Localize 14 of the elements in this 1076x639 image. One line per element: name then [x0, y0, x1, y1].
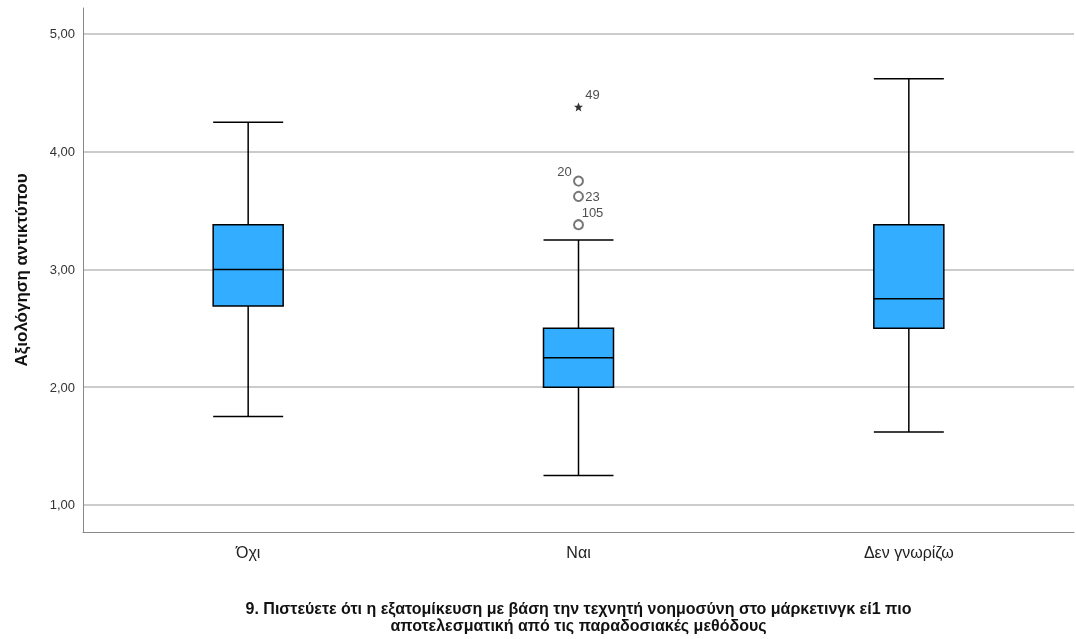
y-tick-label: 1,00	[49, 497, 75, 513]
x-tick-label: Όχι	[234, 543, 261, 561]
annotation: 105	[581, 205, 604, 221]
y-tick-label: 3,00	[49, 261, 75, 277]
x-tick-label: Ναι	[566, 543, 592, 561]
y-axis-title: Αξιολόγηση αντικτύπου	[12, 173, 31, 367]
x-tick-label: Δεν γνωρίζω	[863, 543, 954, 562]
annotation: 49	[585, 87, 600, 103]
y-tick-label: 4,00	[49, 144, 75, 160]
x-axis-title: 9. Πιστεύετε ότι η εξατομίκευση με βάση την τεχνητή νοημοσύνη στο μάρκετινγκ εί1 πιο αποτελεσματική από τις παραδοσιακές μεθόδους	[245, 600, 912, 635]
y-tick-label: 5,00	[49, 26, 75, 42]
annotation: 23	[585, 188, 600, 204]
y-tick-label: 2,00	[49, 379, 75, 395]
annotation: 20	[557, 163, 572, 179]
